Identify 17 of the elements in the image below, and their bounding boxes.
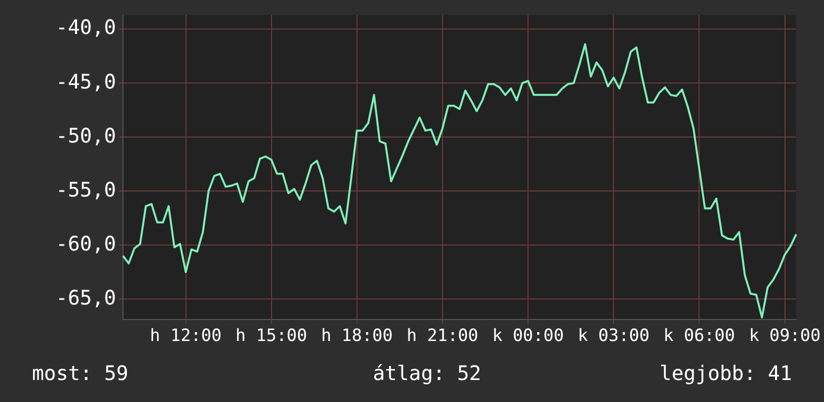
text: most: 59 [32, 361, 128, 386]
x-tick-label: h 21:00 [406, 326, 478, 346]
x-tick-label: k 00:00 [492, 326, 564, 346]
x-tick-label: h 15:00 [236, 326, 308, 346]
x-tick-label: k 06:00 [663, 326, 736, 346]
x-tick-label: k 09:00 [748, 326, 821, 346]
text: átlag: 52 [372, 361, 482, 386]
y-tick-label: -55,0 [56, 177, 116, 202]
y-tick-label: -45,0 [56, 69, 116, 94]
x-tick-label: h 18:00 [321, 326, 393, 346]
y-tick-label: -40,0 [56, 15, 116, 40]
text: legjobb: 41 [660, 361, 792, 386]
y-tick-label: -50,0 [56, 123, 116, 148]
y-tick-label: -65,0 [56, 285, 116, 310]
y-tick-label: -60,0 [56, 231, 116, 256]
x-tick-label: h 12:00 [150, 326, 222, 346]
x-tick-label: k 03:00 [578, 326, 650, 346]
